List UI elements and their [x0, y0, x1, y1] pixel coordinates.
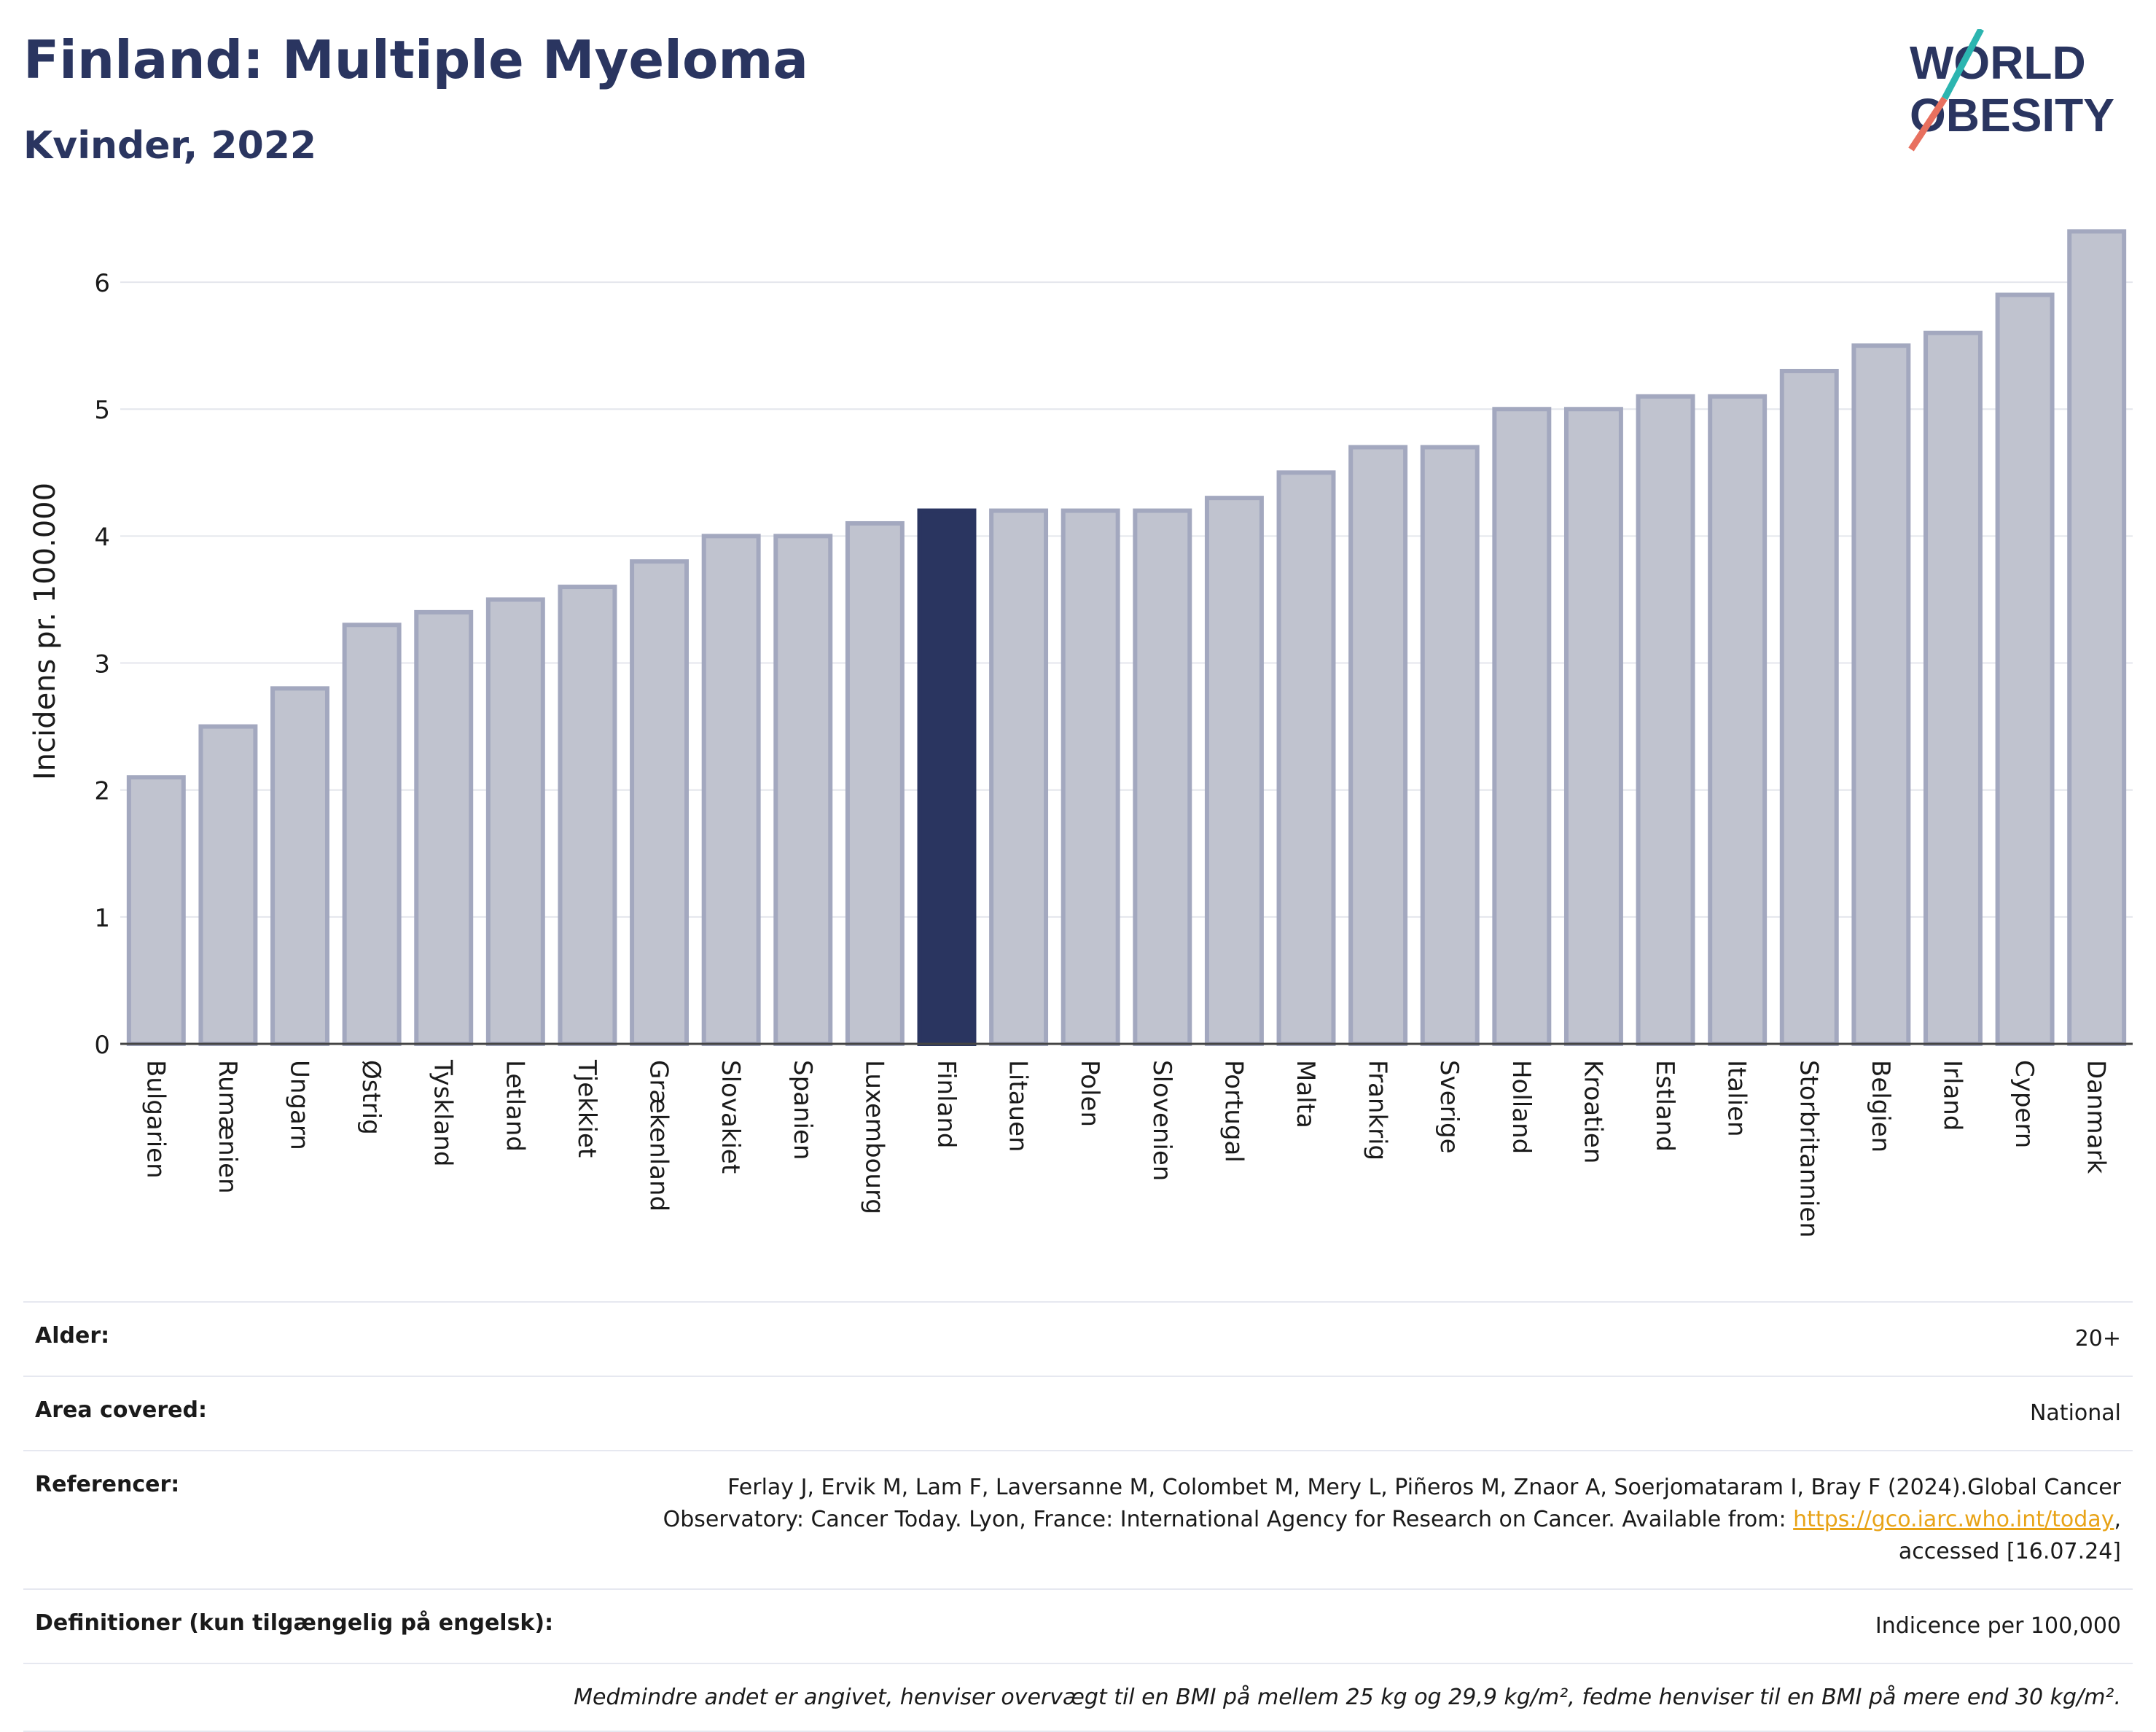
x-tick-label: Litauen: [1004, 1060, 1033, 1152]
y-tick-label: 2: [94, 777, 110, 806]
bar-tyskland: [414, 609, 474, 1046]
ref-line2: Observatory: Cancer Today. Lyon, France:…: [663, 1507, 1794, 1532]
bar-østrig: [342, 623, 402, 1046]
x-tick-label: Slovakiet: [716, 1060, 745, 1174]
x-tick-label: Holland: [1507, 1060, 1536, 1154]
x-tick-label: Bulgarien: [141, 1060, 170, 1179]
y-tick-label: 6: [94, 269, 110, 298]
x-tick-label: Danmark: [2082, 1060, 2111, 1174]
x-tick-label: Ungarn: [285, 1060, 314, 1150]
bar-belgien: [1851, 343, 1911, 1046]
meta-row-references: Referencer: Ferlay J, Ervik M, Lam F, La…: [23, 1450, 2133, 1588]
y-tick-label: 3: [94, 650, 110, 679]
x-tick-label: Belgien: [1866, 1060, 1895, 1152]
x-tick-label: Sverige: [1434, 1060, 1464, 1154]
bar-storbritannien: [1779, 368, 1839, 1046]
bar-italien: [1708, 394, 1768, 1046]
x-tick-label: Estland: [1650, 1060, 1679, 1152]
x-tick-label: Slovenien: [1147, 1060, 1176, 1181]
x-tick-label: Tyskland: [429, 1059, 458, 1166]
definitions-label: Definitioner (kun tilgængelig på engelsk…: [35, 1610, 554, 1636]
bar-spanien: [773, 534, 833, 1046]
meta-row-age: Alder: 20+: [23, 1301, 2133, 1376]
x-tick-label: Tjekkiet: [572, 1059, 601, 1158]
x-tick-label: Rumænien: [213, 1060, 242, 1194]
page-title: Finland: Multiple Myeloma: [23, 29, 809, 90]
x-tick-label: Storbritannien: [1794, 1060, 1823, 1238]
x-tick-label: Letland: [500, 1060, 529, 1152]
logo-line1: WORLD: [1910, 36, 2086, 89]
definitions-value: Indicence per 100,000: [1875, 1613, 2121, 1639]
bar-kroatien: [1563, 407, 1623, 1046]
bar-litauen: [989, 508, 1049, 1046]
x-tick-label: Frankrig: [1363, 1060, 1392, 1160]
bar-luxembourg: [845, 520, 905, 1046]
x-tick-label: Cypern: [2009, 1060, 2039, 1148]
y-tick-labels: 0 1 2 3 4 5 6: [94, 269, 110, 1060]
x-tick-label: Portugal: [1219, 1060, 1248, 1163]
age-value: 20+: [2074, 1326, 2121, 1351]
bar-frankrig: [1348, 445, 1408, 1046]
bar-ungarn: [270, 686, 329, 1046]
bar-polen: [1061, 508, 1120, 1046]
area-value: National: [2029, 1400, 2121, 1426]
x-tick-labels: Bulgarien Rumænien Ungarn Østrig Tyskland Let…: [141, 1059, 2110, 1238]
bar-malta: [1276, 470, 1336, 1046]
y-axis-label: Incidens pr. 100.000: [28, 483, 62, 780]
x-tick-label: Spanien: [788, 1060, 817, 1160]
bar-chart: 0 1 2 3 4 5 6 Bulgarien Rumænien Ungarn Østrig Tys…: [28, 229, 2133, 1238]
y-tick-label: 4: [94, 523, 110, 552]
bar-grækenland: [630, 559, 690, 1046]
bar-sverige: [1420, 445, 1480, 1046]
bar-letland: [485, 597, 545, 1046]
x-tick-label: Polen: [1075, 1060, 1104, 1127]
y-tick-label: 5: [94, 396, 110, 425]
ref-line2-end: ,: [2114, 1507, 2121, 1532]
bar-rumænien: [198, 724, 258, 1046]
x-tick-label: Italien: [1722, 1060, 1751, 1137]
x-tick-label: Luxembourg: [859, 1060, 888, 1214]
x-tick-label: Østrig: [356, 1060, 386, 1135]
bar-portugal: [1204, 496, 1264, 1046]
footnote: Medmindre andet er angivet, henviser ove…: [23, 1663, 2133, 1732]
x-tick-label: Kroatien: [1578, 1060, 1607, 1163]
references-label: Referencer:: [35, 1472, 180, 1497]
y-tick-label: 1: [94, 904, 110, 933]
bar-holland: [1492, 407, 1552, 1046]
references-value: Ferlay J, Ervik M, Lam F, Laversanne M, …: [663, 1472, 2121, 1568]
ref-line3: accessed [16.07.24]: [1898, 1539, 2121, 1564]
x-tick-label: Malta: [1291, 1060, 1320, 1128]
bar-cypern: [1995, 292, 2055, 1046]
meta-row-definitions: Definitioner (kun tilgængelig på engelsk…: [23, 1588, 2133, 1663]
ref-line1: Ferlay J, Ervik M, Lam F, Laversanne M, …: [727, 1475, 2121, 1500]
x-tick-label: Grækenland: [644, 1060, 673, 1212]
y-tick-label: 0: [94, 1031, 110, 1060]
bar-danmark: [2067, 229, 2127, 1046]
x-tick-label: Irland: [1937, 1060, 1966, 1131]
reference-link[interactable]: https://gco.iarc.who.int/today: [1793, 1507, 2114, 1532]
page-subtitle: Kvinder, 2022: [23, 124, 317, 168]
meta-row-area: Area covered: National: [23, 1376, 2133, 1450]
bar-irland: [1923, 330, 1983, 1046]
bar-bulgarien: [126, 775, 186, 1047]
bar-slovakiet: [701, 534, 761, 1046]
bars: [126, 229, 2127, 1047]
bar-finland: [917, 508, 977, 1046]
age-label: Alder:: [35, 1323, 110, 1349]
world-obesity-logo: WORLD OBESITY: [1908, 29, 2114, 152]
x-tick-label: Finland: [931, 1060, 961, 1149]
metadata-table: Alder: 20+ Area covered: National Refere…: [23, 1301, 2133, 1732]
bar-tjekkiet: [558, 585, 617, 1046]
bar-estland: [1636, 394, 1695, 1046]
bar-slovenien: [1133, 508, 1192, 1046]
area-label: Area covered:: [35, 1397, 207, 1423]
